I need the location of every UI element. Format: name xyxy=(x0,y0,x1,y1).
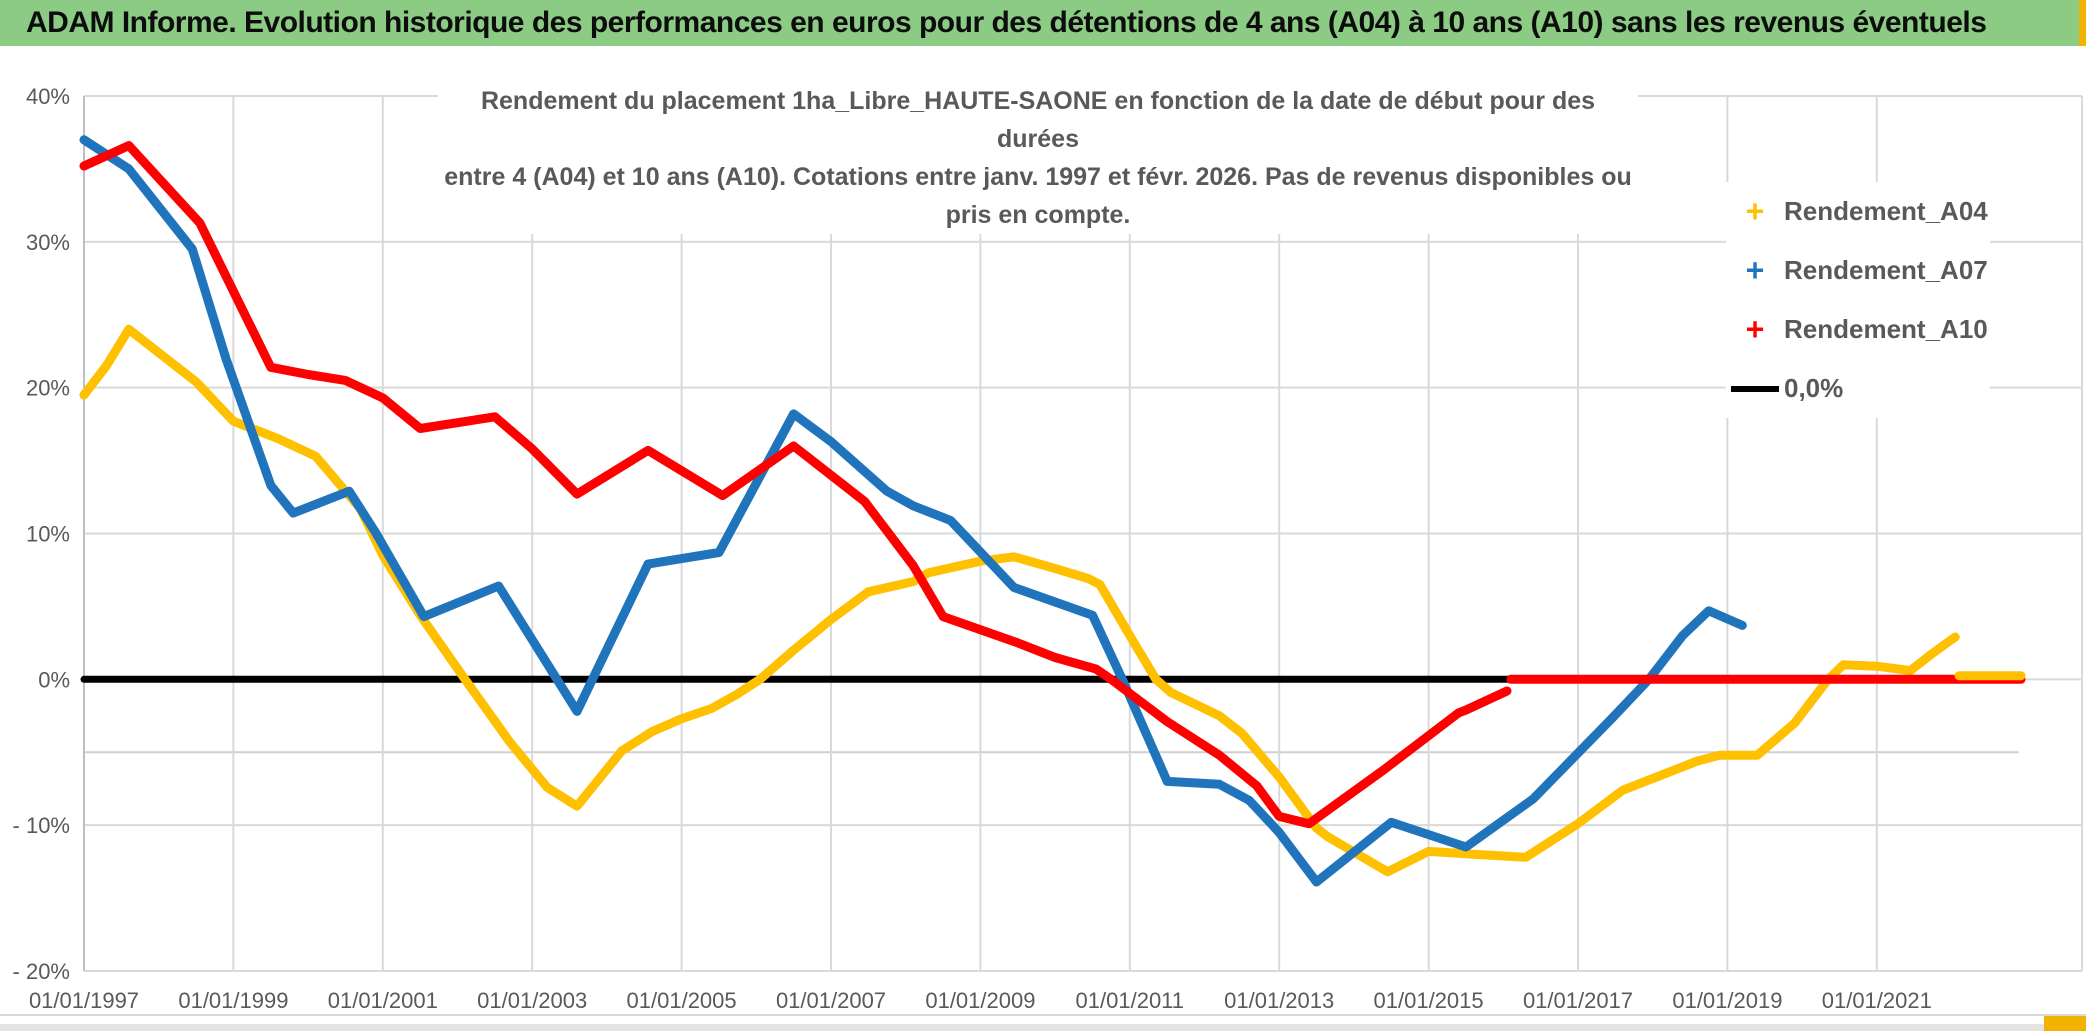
legend-label: Rendement_A10 xyxy=(1784,314,1988,344)
x-tick-label-2017: 01/01/2017 xyxy=(1523,988,1633,1013)
legend-label: Rendement_A07 xyxy=(1784,255,1988,285)
plus-marker-icon: + xyxy=(1745,252,1765,288)
x-tick-label-2019: 01/01/2019 xyxy=(1672,988,1782,1013)
chart-title-line-1: Rendement du placement 1ha_Libre_HAUTE-S… xyxy=(480,87,1596,153)
legend-item-rendement-a10[interactable]: + Rendement_A10 xyxy=(1726,300,1990,359)
legend: + Rendement_A04 + Rendement_A07 + Rendem… xyxy=(1726,182,1990,418)
x-tick-label-2015: 01/01/2015 xyxy=(1374,988,1484,1013)
plus-marker-icon: + xyxy=(1745,193,1765,229)
y-tick-label--20: - 20% xyxy=(13,959,70,984)
plus-marker-icon: + xyxy=(1745,311,1765,347)
chart-bottom-border xyxy=(0,1014,2086,1016)
chart-area[interactable]: 40% 30% 20% 10% 0% - 10% - 20% 01/01/1997 01/01/… xyxy=(0,46,2086,1016)
x-tick-label-2003: 01/01/2003 xyxy=(477,988,587,1013)
x-tick-label-1999: 01/01/1999 xyxy=(178,988,288,1013)
x-tick-label-2021: 01/01/2021 xyxy=(1822,988,1932,1013)
x-tick-label-2007: 01/01/2007 xyxy=(776,988,886,1013)
gold-accent-right xyxy=(2079,0,2086,46)
x-tick-label-2013: 01/01/2013 xyxy=(1224,988,1334,1013)
x-tick-label-2011: 01/01/2011 xyxy=(1076,988,1184,1013)
title-bar: ADAM Informe. Evolution historique des p… xyxy=(0,0,2086,46)
x-tick-label-2005: 01/01/2005 xyxy=(627,988,737,1013)
window-bottom-edge xyxy=(0,1024,2086,1031)
legend-label: Rendement_A04 xyxy=(1784,196,1988,226)
y-tick-label-20: 20% xyxy=(26,376,70,401)
legend-label: 0,0% xyxy=(1784,373,1844,403)
y-tick-label-10: 10% xyxy=(26,522,70,547)
x-tick-label-1997: 01/01/1997 xyxy=(29,988,139,1013)
legend-item-rendement-a07[interactable]: + Rendement_A07 xyxy=(1726,241,1990,300)
legend-item-zero-line[interactable]: 0,0% xyxy=(1726,359,1990,418)
y-tick-label-30: 30% xyxy=(26,230,70,255)
series-rendement-a07-line xyxy=(79,135,1747,887)
series-rendement-a04-line xyxy=(79,324,1960,877)
legend-item-rendement-a04[interactable]: + Rendement_A04 xyxy=(1726,182,1990,241)
y-tick-label-40: 40% xyxy=(26,84,70,109)
zero-line-swatch xyxy=(1731,385,1779,392)
y-tick-label--10: - 10% xyxy=(13,813,70,838)
gold-accent-bottom-right xyxy=(2044,1016,2086,1031)
plot-svg: 40% 30% 20% 10% 0% - 10% - 20% 01/01/1997 01/01/… xyxy=(13,84,2083,1013)
chart-title-line-2: entre 4 (A04) et 10 ans (A10). Cotations… xyxy=(444,163,1632,229)
x-tick-label-2009: 01/01/2009 xyxy=(925,988,1035,1013)
page-title: ADAM Informe. Evolution historique des p… xyxy=(26,6,1987,39)
series-rendement-a10-line xyxy=(79,141,1512,829)
chart-title: Rendement du placement 1ha_Libre_HAUTE-S… xyxy=(438,82,1638,234)
y-tick-label-0: 0% xyxy=(38,667,70,692)
x-tick-label-2001: 01/01/2001 xyxy=(328,988,438,1013)
